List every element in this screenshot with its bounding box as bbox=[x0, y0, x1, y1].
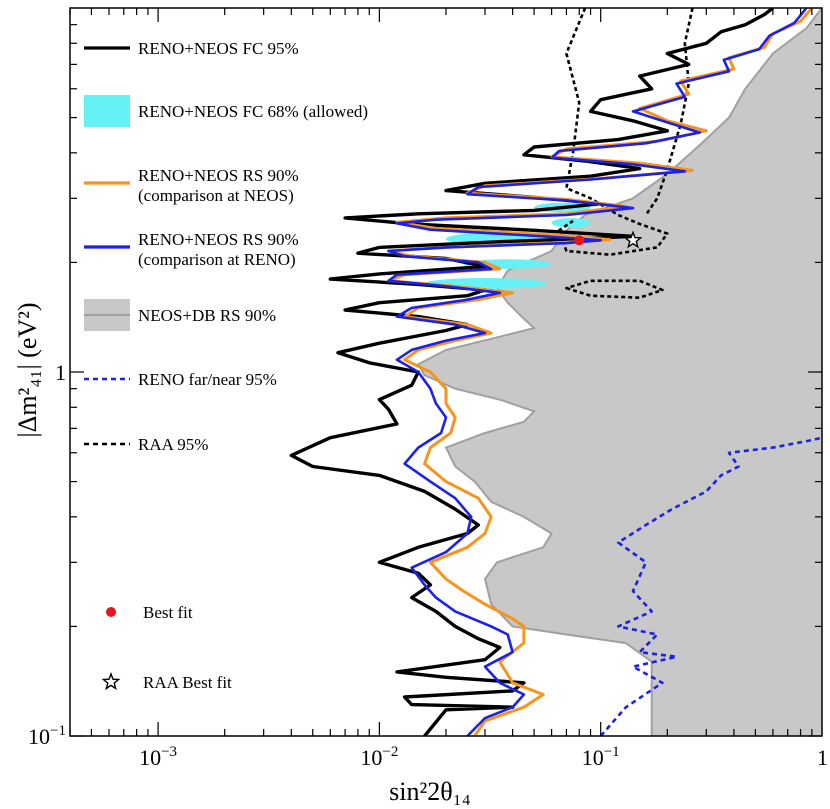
legend-item-rs_reno: RENO+NEOS RS 90%(comparison at RENO) bbox=[84, 230, 299, 269]
y-tick-label-base: 1 bbox=[55, 360, 66, 385]
legend-item-fc95: RENO+NEOS FC 95% bbox=[84, 39, 299, 58]
legend: RENO+NEOS FC 95% RENO+NEOS FC 68% (allowe… bbox=[84, 39, 368, 692]
series-0-band-fill bbox=[418, 8, 822, 736]
x-tick-label: 10−3 bbox=[139, 744, 177, 770]
x-tick-label-base: 10 bbox=[582, 745, 604, 770]
legend-item-neosdb: NEOS+DB RS 90% bbox=[84, 299, 276, 331]
legend-label-best: Best fit bbox=[143, 603, 193, 622]
x-tick-label-base: 1 bbox=[817, 745, 828, 770]
legend-label-reno_fn: RENO far/near 95% bbox=[138, 370, 277, 389]
legend-swatch-best bbox=[106, 607, 116, 617]
legend-label-neosdb: NEOS+DB RS 90% bbox=[138, 306, 276, 325]
legend-item-fc68: RENO+NEOS FC 68% (allowed) bbox=[84, 95, 368, 127]
series-4-line bbox=[565, 279, 664, 300]
x-tick-label: 10−1 bbox=[582, 744, 620, 770]
legend-label-raa_best: RAA Best fit bbox=[143, 673, 232, 692]
x-tick-label-base: 10 bbox=[360, 745, 382, 770]
legend-item-reno_fn: RENO far/near 95% bbox=[84, 370, 277, 389]
series-8-line bbox=[387, 8, 808, 736]
axis-layer: 10−3 10−2 10−1 110−11 bbox=[28, 8, 828, 770]
legend-label-rs_neos: RENO+NEOS RS 90% bbox=[138, 166, 299, 185]
legend-swatch-raa_best bbox=[101, 672, 121, 691]
legend-item-raa_best: RAA Best fit bbox=[101, 672, 232, 692]
legend-item-rs_neos: RENO+NEOS RS 90%(comparison at NEOS) bbox=[84, 166, 299, 205]
series-6-line bbox=[289, 8, 774, 736]
y-tick-label-exponent: −1 bbox=[50, 723, 66, 739]
series-3-line bbox=[557, 8, 669, 256]
x-axis-label: sin²2θ₁₄ bbox=[389, 777, 471, 806]
marker-best-fit bbox=[574, 235, 585, 246]
x-tick-label-exponent: −3 bbox=[161, 744, 177, 760]
y-axis-label: |Δm²₄₁| (eV²) bbox=[13, 302, 42, 437]
series-2-line bbox=[599, 436, 822, 736]
legend-item-raa: RAA 95% bbox=[84, 435, 208, 454]
legend-label-rs_neos: (comparison at NEOS) bbox=[138, 186, 294, 205]
x-tick-label: 10−2 bbox=[360, 744, 398, 770]
legend-label-fc68: RENO+NEOS FC 68% (allowed) bbox=[138, 102, 368, 121]
legend-label-raa: RAA 95% bbox=[138, 435, 208, 454]
x-tick-label-exponent: −1 bbox=[604, 744, 620, 760]
legend-swatch-fc68 bbox=[84, 95, 130, 127]
plot-frame bbox=[69, 7, 823, 737]
series-5-line bbox=[644, 8, 694, 216]
legend-label-fc95: RENO+NEOS FC 95% bbox=[138, 39, 299, 58]
legend-label-rs_reno: RENO+NEOS RS 90% bbox=[138, 230, 299, 249]
marker-raa-best-fit bbox=[623, 230, 643, 249]
y-tick-label: 10−1 bbox=[28, 723, 66, 749]
legend-item-best: Best fit bbox=[106, 603, 193, 622]
legend-label-rs_reno: (comparison at RENO) bbox=[138, 250, 296, 269]
x-tick-label-exponent: −2 bbox=[382, 744, 398, 760]
x-tick-label-base: 10 bbox=[139, 745, 161, 770]
y-tick-label: 1 bbox=[55, 360, 66, 385]
x-tick-label: 1 bbox=[817, 745, 828, 770]
y-tick-label-base: 10 bbox=[28, 724, 50, 749]
series-layer bbox=[289, 8, 822, 736]
